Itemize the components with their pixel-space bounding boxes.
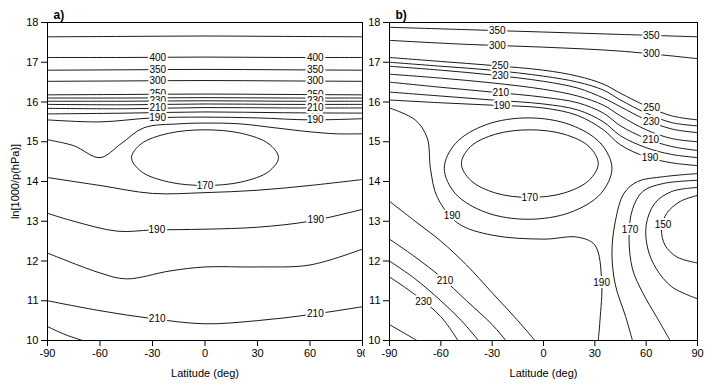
svg-text:ln[1000/p(hPa)]: ln[1000/p(hPa)] xyxy=(9,144,21,219)
svg-text:-30: -30 xyxy=(145,347,161,359)
svg-text:190: 190 xyxy=(307,214,324,225)
svg-text:230: 230 xyxy=(306,95,324,107)
svg-text:30: 30 xyxy=(251,347,263,359)
svg-text:210: 210 xyxy=(307,308,324,319)
svg-text:190: 190 xyxy=(642,152,659,163)
svg-text:16: 16 xyxy=(368,96,380,108)
svg-text:Latitude (deg): Latitude (deg) xyxy=(510,367,578,379)
svg-text:16: 16 xyxy=(26,96,38,108)
svg-text:170: 170 xyxy=(521,192,538,203)
svg-text:230: 230 xyxy=(149,95,167,107)
svg-text:11: 11 xyxy=(369,294,380,306)
svg-text:-60: -60 xyxy=(433,347,449,359)
svg-text:350: 350 xyxy=(307,64,324,75)
svg-text:300: 300 xyxy=(643,48,660,59)
svg-text:12: 12 xyxy=(368,255,380,267)
svg-text:190: 190 xyxy=(444,210,461,221)
svg-text:230: 230 xyxy=(492,70,509,81)
svg-text:230: 230 xyxy=(643,116,660,127)
svg-text:400: 400 xyxy=(307,52,324,63)
svg-text:14: 14 xyxy=(26,175,38,187)
svg-text:17: 17 xyxy=(368,56,380,68)
svg-text:-60: -60 xyxy=(92,347,108,359)
svg-text:10: 10 xyxy=(26,334,38,346)
svg-text:60: 60 xyxy=(304,347,316,359)
svg-text:350: 350 xyxy=(489,25,506,36)
svg-text:300: 300 xyxy=(149,75,166,86)
svg-text:170: 170 xyxy=(197,180,214,191)
svg-text:190: 190 xyxy=(149,112,166,123)
svg-text:Latitude (deg): Latitude (deg) xyxy=(171,367,239,379)
svg-text:150: 150 xyxy=(655,219,672,230)
svg-text:190: 190 xyxy=(149,224,166,235)
svg-text:210: 210 xyxy=(149,313,166,324)
svg-text:11: 11 xyxy=(27,294,38,306)
svg-text:90: 90 xyxy=(691,347,703,359)
svg-text:210: 210 xyxy=(149,102,167,114)
svg-text:210: 210 xyxy=(642,134,659,145)
svg-text:400: 400 xyxy=(149,52,166,63)
svg-text:170: 170 xyxy=(622,224,639,235)
svg-text:18: 18 xyxy=(368,16,380,28)
svg-text:0: 0 xyxy=(202,347,208,359)
svg-text:-90: -90 xyxy=(40,347,56,359)
svg-text:60: 60 xyxy=(640,347,652,359)
svg-text:230: 230 xyxy=(415,296,432,307)
svg-text:15: 15 xyxy=(26,135,38,147)
svg-text:350: 350 xyxy=(149,64,166,75)
svg-text:a): a) xyxy=(54,8,65,22)
svg-text:300: 300 xyxy=(489,40,506,51)
svg-text:250: 250 xyxy=(149,88,167,100)
svg-text:14: 14 xyxy=(368,175,380,187)
svg-text:250: 250 xyxy=(491,60,509,72)
svg-text:b): b) xyxy=(396,8,407,22)
svg-text:17: 17 xyxy=(26,56,38,68)
svg-text:210: 210 xyxy=(492,87,509,98)
svg-text:90: 90 xyxy=(356,347,369,360)
svg-text:0: 0 xyxy=(540,347,546,359)
svg-text:190: 190 xyxy=(307,114,324,125)
svg-text:250: 250 xyxy=(643,102,660,113)
svg-text:10: 10 xyxy=(368,334,380,346)
svg-text:210: 210 xyxy=(307,102,324,113)
svg-text:13: 13 xyxy=(368,215,380,227)
svg-text:250: 250 xyxy=(306,88,324,100)
svg-text:-30: -30 xyxy=(484,347,500,359)
svg-text:-90: -90 xyxy=(382,347,398,359)
svg-text:300: 300 xyxy=(307,75,324,86)
svg-text:13: 13 xyxy=(26,215,38,227)
svg-text:190: 190 xyxy=(593,277,610,288)
svg-text:18: 18 xyxy=(26,16,38,28)
svg-text:210: 210 xyxy=(437,275,454,286)
svg-text:190: 190 xyxy=(493,100,510,111)
svg-text:12: 12 xyxy=(26,255,38,267)
svg-text:350: 350 xyxy=(643,30,660,41)
svg-text:15: 15 xyxy=(368,135,380,147)
svg-text:30: 30 xyxy=(589,347,601,359)
